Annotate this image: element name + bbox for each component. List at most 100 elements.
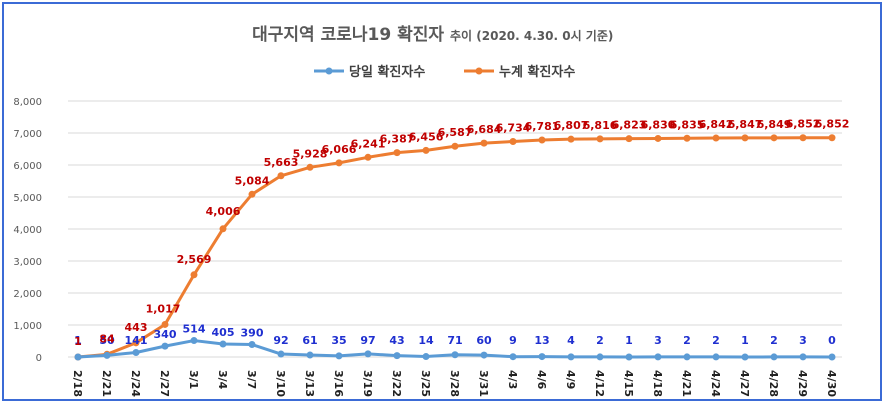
legend-label-daily: 당일 확진자수: [349, 64, 425, 80]
data-label-daily: 141: [125, 334, 148, 347]
y-tick-label: 2,000: [13, 289, 42, 300]
point-cumulative: [335, 159, 343, 167]
data-label-cumulative: 6,066: [322, 143, 357, 156]
x-tick-label: 3/10: [274, 370, 287, 397]
point-cumulative: [538, 136, 546, 144]
point-daily: [422, 353, 430, 361]
x-tick-label: 3/4: [216, 370, 229, 390]
point-cumulative: [480, 139, 488, 147]
x-tick-label: 3/13: [303, 370, 316, 397]
data-label-cumulative: 6,734: [496, 122, 531, 135]
point-cumulative: [161, 320, 169, 328]
data-label-cumulative: 6,852: [815, 118, 850, 131]
point-daily: [799, 353, 807, 361]
x-tick-label: 4/27: [738, 370, 751, 397]
data-label-daily: 0: [828, 334, 836, 347]
point-cumulative: [741, 134, 749, 142]
legend: 당일 확진자수 누계 확진자수: [314, 64, 575, 80]
point-cumulative: [770, 134, 778, 142]
y-tick-label: 8,000: [13, 97, 42, 108]
data-label-daily: 50: [99, 334, 115, 347]
point-daily: [596, 353, 604, 361]
point-cumulative: [277, 172, 285, 180]
data-label-daily: 97: [360, 334, 375, 347]
data-label-cumulative: 6,587: [438, 126, 473, 139]
point-cumulative: [132, 339, 140, 347]
x-axis: 2/18 2/21 2/24 2/27 3/1 3/4 3/7 3/10 3/13 3/16 3/1…: [71, 370, 838, 397]
x-tick-label: 4/28: [767, 370, 780, 397]
point-daily: [770, 353, 778, 361]
data-label-daily: 2: [712, 334, 720, 347]
x-tick-label: 3/22: [390, 370, 403, 397]
point-daily: [828, 353, 836, 361]
point-daily: [567, 353, 575, 361]
point-cumulative: [306, 163, 314, 171]
data-label-cumulative: 5,084: [235, 174, 270, 187]
data-label-daily: 60: [476, 334, 492, 347]
x-tick-label: 2/24: [129, 370, 142, 397]
data-label-cumulative: 6,456: [409, 130, 444, 143]
y-tick-label: 6,000: [13, 161, 42, 172]
y-tick-label: 5,000: [13, 193, 42, 204]
data-label-daily: 1: [741, 334, 749, 347]
point-cumulative: [422, 146, 430, 154]
x-tick-label: 3/28: [448, 370, 461, 397]
point-cumulative: [451, 142, 459, 150]
x-tick-label: 3/31: [477, 370, 490, 397]
point-daily: [364, 350, 372, 358]
data-label-daily: 3: [654, 334, 662, 347]
x-tick-label: 4/9: [564, 370, 577, 389]
point-daily: [190, 337, 198, 345]
point-cumulative: [654, 134, 662, 142]
x-tick-label: 4/12: [593, 370, 606, 397]
data-label-daily: 4: [567, 334, 575, 347]
point-cumulative: [625, 135, 633, 143]
legend-marker-cumulative: [475, 67, 483, 75]
data-label-cumulative: 6,387: [380, 133, 415, 146]
x-tick-label: 3/7: [245, 370, 258, 389]
point-daily: [277, 350, 285, 358]
data-label-daily: 13: [534, 334, 549, 347]
data-label-daily: 43: [389, 334, 404, 347]
point-daily: [132, 348, 140, 356]
data-label-cumulative: 6,842: [699, 118, 734, 131]
gridlines: [68, 100, 842, 358]
chart-subtitle: 추이 (2020. 4.30. 0시 기준): [450, 28, 613, 43]
data-label-daily: 3: [799, 334, 807, 347]
data-label-daily: 71: [447, 334, 462, 347]
data-label-cumulative: 6,684: [467, 123, 502, 136]
data-label-cumulative: 6,823: [612, 119, 647, 132]
x-tick-label: 4/15: [622, 370, 635, 397]
x-tick-label: 3/25: [419, 370, 432, 397]
point-cumulative: [248, 190, 256, 198]
point-daily: [509, 353, 517, 361]
x-tick-label: 4/24: [709, 370, 722, 397]
data-label-daily: 1: [74, 334, 82, 347]
data-label-cumulative: 6,816: [583, 119, 618, 132]
data-label-daily: 14: [418, 334, 434, 347]
data-label-cumulative: 1,017: [146, 302, 181, 315]
point-daily: [248, 341, 256, 349]
point-daily: [480, 351, 488, 359]
point-daily: [219, 340, 227, 348]
data-label-daily: 2: [596, 334, 604, 347]
y-tick-label: 0: [36, 353, 42, 364]
point-cumulative: [596, 135, 604, 143]
data-label-daily: 2: [683, 334, 691, 347]
x-tick-label: 4/21: [680, 370, 693, 397]
point-cumulative: [509, 138, 517, 146]
x-tick-label: 4/29: [796, 370, 809, 397]
point-daily: [625, 353, 633, 361]
point-cumulative: [393, 149, 401, 157]
point-cumulative: [219, 225, 227, 233]
point-daily: [161, 342, 169, 350]
data-label-cumulative: 6,852: [786, 118, 821, 131]
data-label-daily: 1: [625, 334, 633, 347]
legend-marker-daily: [325, 67, 333, 75]
chart-svg: 대구지역 코로나19 확진자 추이 (2020. 4.30. 0시 기준) 당일…: [13, 25, 849, 397]
x-tick-label: 4/3: [506, 370, 519, 389]
data-label-cumulative: 1: [74, 335, 82, 348]
data-label-daily: 2: [770, 334, 778, 347]
x-tick-label: 3/16: [332, 370, 345, 397]
